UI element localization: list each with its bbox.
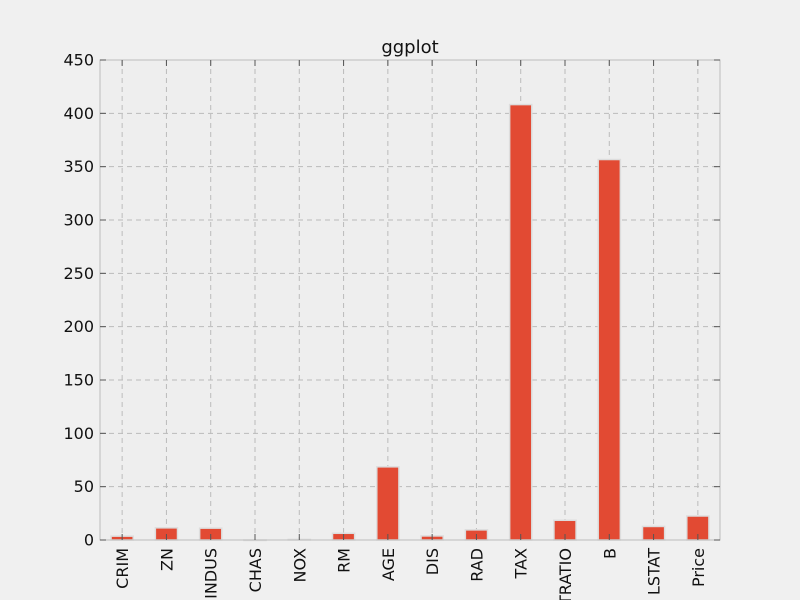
y-tick-label: 100 bbox=[63, 424, 94, 443]
x-tick-label: RM bbox=[335, 548, 354, 573]
x-tick-label: ZN bbox=[157, 548, 176, 571]
y-tick-label: 400 bbox=[63, 104, 94, 123]
plot-frame bbox=[99, 59, 721, 541]
x-tick-label: TAX bbox=[512, 548, 531, 579]
y-tick-label: 350 bbox=[63, 157, 94, 176]
y-tick-label: 150 bbox=[63, 371, 94, 390]
x-tick-label: INDUS bbox=[202, 548, 221, 599]
bar-b bbox=[597, 158, 622, 541]
x-tick-label: CRIM bbox=[113, 548, 132, 589]
x-tick-label: LSTAT bbox=[645, 548, 664, 595]
y-tick-label: 300 bbox=[63, 211, 94, 230]
x-tick-label: AGE bbox=[379, 548, 398, 581]
y-tick-label: 200 bbox=[63, 317, 94, 336]
y-tick-label: 0 bbox=[84, 531, 94, 550]
y-tick-label: 50 bbox=[74, 477, 94, 496]
x-tick-label: PTRATIO bbox=[556, 548, 575, 600]
x-tick-label: RAD bbox=[467, 548, 486, 582]
y-tick-label: 250 bbox=[63, 264, 94, 283]
x-tick-label: B bbox=[600, 548, 619, 559]
bar-tax bbox=[508, 103, 533, 541]
y-tick-label: 450 bbox=[63, 51, 94, 70]
x-tick-label: Price bbox=[689, 548, 708, 587]
x-tick-label: NOX bbox=[290, 548, 309, 583]
x-tick-label: CHAS bbox=[246, 548, 265, 592]
x-tick-label: DIS bbox=[423, 548, 442, 575]
y-axis: 0 50 100 150 200 250 300 350 400 450 bbox=[63, 51, 720, 550]
plot-area bbox=[100, 60, 720, 540]
chart-title: ggplot bbox=[381, 37, 438, 58]
x-axis: CRIM ZN INDUS CHAS NOX RM AGE DIS RAD TAX PTRATIO B… bbox=[113, 60, 708, 600]
bar-age bbox=[376, 466, 400, 541]
